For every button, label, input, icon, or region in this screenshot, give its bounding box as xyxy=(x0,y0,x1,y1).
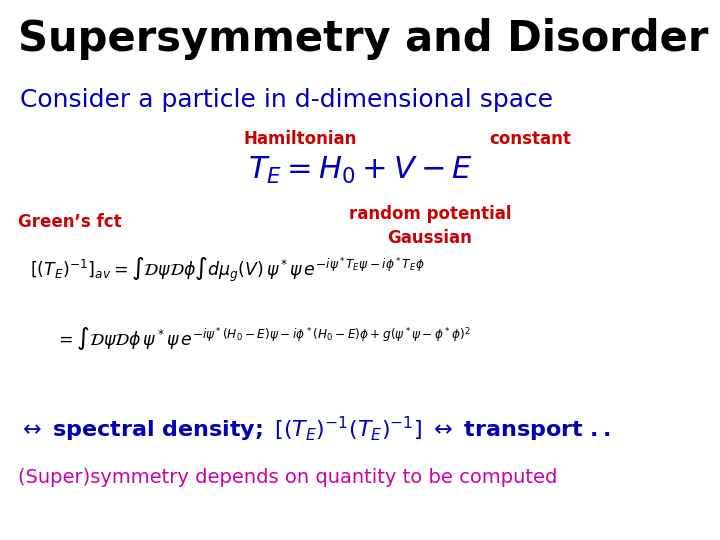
Text: $\leftrightarrow$ $\mathbf{spectral\ density;}$ $[(T_E)^{-1}(T_E)^{-1}]$ $\leftr: $\leftrightarrow$ $\mathbf{spectral\ den… xyxy=(18,415,611,444)
Text: Supersymmetry and Disorder: Supersymmetry and Disorder xyxy=(18,18,708,60)
Text: $[(T_E)^{-1}]_{av} = \int \mathcal{D}\psi\mathcal{D}\phi \int d\mu_g(V)\, \psi^*: $[(T_E)^{-1}]_{av} = \int \mathcal{D}\ps… xyxy=(30,255,425,285)
Text: Green’s fct: Green’s fct xyxy=(18,213,122,231)
Text: random potential
Gaussian: random potential Gaussian xyxy=(348,205,511,247)
Text: Hamiltonian: Hamiltonian xyxy=(243,130,356,148)
Text: (Super)symmetry depends on quantity to be computed: (Super)symmetry depends on quantity to b… xyxy=(18,468,557,487)
Text: Consider a particle in d-dimensional space: Consider a particle in d-dimensional spa… xyxy=(20,88,553,112)
Text: constant: constant xyxy=(489,130,571,148)
Text: $= \int \mathcal{D}\psi\mathcal{D}\phi\, \psi^*\psi\, e^{-i\psi^*(H_0-E)\psi - i: $= \int \mathcal{D}\psi\mathcal{D}\phi\,… xyxy=(55,325,471,354)
Text: $T_E = H_0 + V - E$: $T_E = H_0 + V - E$ xyxy=(248,155,472,186)
